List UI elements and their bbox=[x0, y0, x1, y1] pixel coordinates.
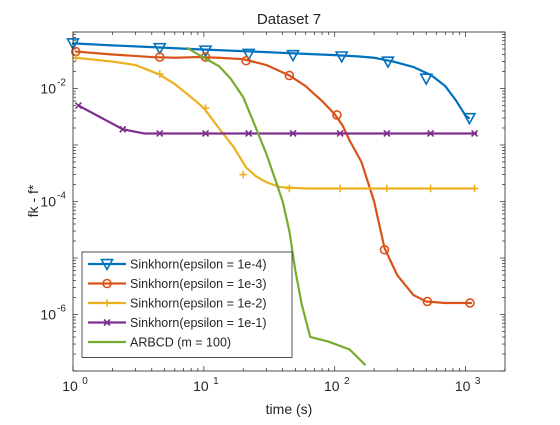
x-marker-b bbox=[245, 129, 253, 138]
legend-label: Sinkhorn(epsilon = 1e-2) bbox=[130, 297, 267, 311]
y-tick-label-exponent: -4 bbox=[57, 191, 66, 202]
x-marker-b bbox=[201, 129, 210, 138]
data-point bbox=[332, 110, 342, 120]
data-point bbox=[465, 298, 475, 308]
legend-item: Sinkhorn(epsilon = 1e-4) bbox=[88, 258, 267, 272]
x-marker-b bbox=[427, 129, 435, 138]
series-5 bbox=[186, 46, 366, 366]
legend-marker bbox=[102, 278, 112, 289]
x-marker-b bbox=[119, 125, 127, 133]
series-2 bbox=[70, 46, 475, 308]
data-point bbox=[241, 55, 251, 66]
series-3 bbox=[71, 53, 479, 193]
x-marker-b bbox=[383, 129, 391, 138]
data-point bbox=[156, 129, 164, 138]
data-point bbox=[239, 170, 248, 179]
chart-title: Dataset 7 bbox=[257, 11, 321, 28]
x-tick-label: 10 bbox=[455, 378, 471, 394]
data-point bbox=[154, 52, 165, 62]
y-axis-label: fk - f* bbox=[25, 184, 41, 217]
legend-label: ARBCD (m = 100) bbox=[130, 336, 231, 350]
data-point bbox=[383, 129, 391, 138]
legend-marker bbox=[103, 299, 111, 307]
data-point bbox=[74, 101, 82, 110]
legend-label: Sinkhorn(epsilon = 1e-3) bbox=[130, 277, 267, 291]
data-point bbox=[152, 42, 167, 56]
y-tick-label: 10 bbox=[40, 81, 56, 97]
y-tick-label-exponent: -2 bbox=[57, 78, 66, 89]
series-line bbox=[77, 104, 478, 135]
series-4 bbox=[74, 101, 479, 138]
data-point bbox=[470, 184, 479, 193]
x-tick-label: 10 bbox=[193, 378, 209, 394]
x-marker-b bbox=[74, 101, 82, 110]
data-point bbox=[289, 129, 297, 138]
data-point bbox=[155, 70, 164, 78]
legend-marker bbox=[103, 318, 111, 327]
data-point bbox=[379, 244, 390, 255]
x-marker-b bbox=[289, 129, 297, 138]
legend-box bbox=[81, 251, 293, 358]
x-tick-label-exponent: 0 bbox=[82, 376, 88, 387]
legend-item: Sinkhorn(epsilon = 1e-2) bbox=[88, 297, 267, 311]
data-point bbox=[462, 112, 477, 126]
x-axis-label: time (s) bbox=[266, 401, 313, 417]
data-point bbox=[334, 51, 349, 64]
x-marker-b bbox=[470, 129, 479, 138]
data-point bbox=[419, 73, 434, 86]
legend-item: Sinkhorn(epsilon = 1e-3) bbox=[88, 277, 267, 291]
data-point bbox=[470, 129, 479, 138]
data-point bbox=[427, 129, 435, 138]
data-point bbox=[119, 125, 127, 133]
data-point bbox=[201, 129, 210, 138]
series-line bbox=[74, 50, 473, 305]
x-tick-label-exponent: 2 bbox=[344, 376, 350, 387]
data-point bbox=[422, 296, 433, 307]
y-tick-label: 10 bbox=[40, 307, 56, 323]
x-tick-label-exponent: 1 bbox=[213, 376, 219, 387]
data-point bbox=[241, 48, 256, 62]
x-marker-b bbox=[103, 318, 111, 327]
legend-item: ARBCD (m = 100) bbox=[88, 336, 231, 350]
legend-label: Sinkhorn(epsilon = 1e-4) bbox=[130, 258, 267, 272]
data-point bbox=[286, 49, 300, 63]
data-point bbox=[245, 129, 253, 138]
data-point bbox=[336, 129, 344, 138]
data-point bbox=[426, 184, 435, 193]
x-tick-label: 10 bbox=[324, 378, 340, 394]
series-line bbox=[186, 46, 366, 366]
legend: Sinkhorn(epsilon = 1e-4) Sinkhorn(epsilon… bbox=[81, 251, 293, 358]
series-line bbox=[74, 56, 478, 190]
data-point bbox=[284, 70, 295, 81]
data-point bbox=[381, 56, 395, 69]
axes-box bbox=[72, 31, 506, 372]
legend-item: Sinkhorn(epsilon = 1e-1) bbox=[88, 316, 267, 330]
legend-label: Sinkhorn(epsilon = 1e-1) bbox=[130, 316, 267, 330]
x-tick-label: 10 bbox=[62, 378, 78, 394]
x-marker-b bbox=[156, 129, 164, 138]
data-point bbox=[336, 184, 344, 193]
y-tick-label-exponent: -6 bbox=[57, 304, 66, 315]
data-point bbox=[285, 184, 294, 193]
data-point bbox=[201, 104, 210, 112]
series-group bbox=[66, 38, 479, 366]
data-point bbox=[198, 45, 213, 58]
series-line bbox=[71, 42, 471, 120]
x-tick-label-exponent: 3 bbox=[475, 376, 481, 387]
x-marker-b bbox=[336, 129, 344, 138]
y-tick-label: 10 bbox=[40, 194, 56, 210]
axes: 10 0 10 1 10 2 10 310 -210 -410 -6 bbox=[40, 31, 506, 394]
legend-marker bbox=[100, 258, 114, 272]
series-1 bbox=[66, 38, 477, 126]
data-point bbox=[383, 184, 391, 193]
